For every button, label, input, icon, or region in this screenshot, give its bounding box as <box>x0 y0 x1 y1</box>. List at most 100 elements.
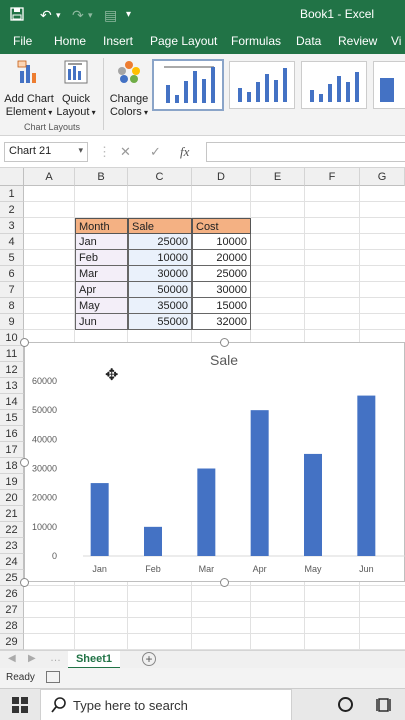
bar-jun[interactable] <box>357 395 376 556</box>
undo-icon[interactable]: ↶ <box>40 7 52 23</box>
bar-apr[interactable] <box>250 410 269 556</box>
row-header-27[interactable]: 27 <box>0 602 24 618</box>
bar-may[interactable] <box>304 453 322 556</box>
table-cell[interactable]: 20000 <box>192 250 251 266</box>
table-cell[interactable]: Apr <box>75 282 128 298</box>
table-cell[interactable]: 10000 <box>192 234 251 250</box>
table-cell[interactable]: May <box>75 298 128 314</box>
resize-handle-left[interactable] <box>20 458 29 467</box>
redo-icon[interactable]: ↷ <box>72 7 84 23</box>
row-header-21[interactable]: 21 <box>0 506 24 522</box>
sale-bar-chart[interactable]: Sale 0 10000 20000 30000 40000 50000 60000 Jan… <box>25 343 405 583</box>
column-header-a[interactable]: A <box>24 168 75 186</box>
row-header-29[interactable]: 29 <box>0 634 24 650</box>
cancel-icon[interactable]: ✕ <box>120 144 131 159</box>
bar-feb[interactable] <box>144 526 162 556</box>
row-header-25[interactable]: 25 <box>0 570 24 586</box>
row-header-4[interactable]: 4 <box>0 234 24 250</box>
tab-view[interactable]: Vi <box>391 34 402 48</box>
chart-title[interactable]: Sale <box>210 352 238 368</box>
formula-input[interactable] <box>206 142 405 162</box>
tab-data[interactable]: Data <box>296 34 322 48</box>
table-header-sale[interactable]: Sale <box>128 218 192 234</box>
tab-review[interactable]: Review <box>338 34 378 48</box>
customize-toolbar-icon[interactable]: ▾ <box>126 9 132 20</box>
undo-dropdown-icon[interactable]: ▾ <box>56 10 61 20</box>
column-header-e[interactable]: E <box>251 168 305 186</box>
row-header-1[interactable]: 1 <box>0 186 24 202</box>
change-colors-button[interactable]: Change Colors ▾ <box>108 59 150 119</box>
tab-home[interactable]: Home <box>54 34 87 48</box>
row-header-16[interactable]: 16 <box>0 426 24 442</box>
table-cell[interactable]: 25000 <box>192 266 251 282</box>
table-cell[interactable]: Feb <box>75 250 128 266</box>
column-header-g[interactable]: G <box>360 168 405 186</box>
row-header-3[interactable]: 3 <box>0 218 24 234</box>
next-sheet-icon[interactable]: ▶ <box>28 653 36 664</box>
table-cell[interactable]: 55000 <box>128 314 192 330</box>
row-header-11[interactable]: 11 <box>0 346 24 362</box>
row-header-7[interactable]: 7 <box>0 282 24 298</box>
chart-style-1[interactable] <box>152 59 224 111</box>
enter-icon[interactable]: ✓ <box>150 144 161 159</box>
table-cell[interactable]: 30000 <box>128 266 192 282</box>
chart-style-4[interactable] <box>373 61 405 109</box>
taskbar-search-box[interactable]: Type here to search <box>40 689 292 720</box>
name-box-dropdown-icon[interactable]: ▾ <box>78 145 83 155</box>
row-header-22[interactable]: 22 <box>0 522 24 538</box>
table-cell[interactable]: 50000 <box>128 282 192 298</box>
quick-layout-button[interactable]: Quick Layout ▾ <box>56 59 96 119</box>
bar-jan[interactable] <box>90 483 109 556</box>
resize-handle-bottom[interactable] <box>220 578 229 587</box>
row-header-26[interactable]: 26 <box>0 586 24 602</box>
table-cell[interactable]: Jan <box>75 234 128 250</box>
insert-function-icon[interactable]: fx <box>180 144 190 159</box>
table-cell[interactable]: Mar <box>75 266 128 282</box>
chart-style-2[interactable] <box>229 61 295 109</box>
resize-handle-bottom-left[interactable] <box>20 578 29 587</box>
windows-start-icon[interactable] <box>12 697 28 716</box>
tab-file[interactable]: File <box>13 34 33 48</box>
row-header-17[interactable]: 17 <box>0 442 24 458</box>
table-cell[interactable]: 10000 <box>128 250 192 266</box>
column-header-c[interactable]: C <box>128 168 192 186</box>
macro-record-icon[interactable] <box>46 671 60 683</box>
row-header-13[interactable]: 13 <box>0 378 24 394</box>
row-header-24[interactable]: 24 <box>0 554 24 570</box>
name-box[interactable]: Chart 21 ▾ <box>4 142 88 162</box>
resize-handle-top[interactable] <box>220 338 229 347</box>
table-cell[interactable]: 30000 <box>192 282 251 298</box>
add-chart-element-button[interactable]: Add Chart Element ▾ <box>4 59 54 119</box>
sheet-tab-sheet1[interactable]: Sheet1 <box>68 651 120 669</box>
column-header-b[interactable]: B <box>75 168 128 186</box>
row-header-9[interactable]: 9 <box>0 314 24 330</box>
table-header-cost[interactable]: Cost <box>192 218 251 234</box>
row-header-6[interactable]: 6 <box>0 266 24 282</box>
tab-formulas[interactable]: Formulas <box>231 34 282 48</box>
table-cell[interactable]: 15000 <box>192 298 251 314</box>
table-cell[interactable]: 32000 <box>192 314 251 330</box>
row-header-28[interactable]: 28 <box>0 618 24 634</box>
row-header-23[interactable]: 23 <box>0 538 24 554</box>
row-header-5[interactable]: 5 <box>0 250 24 266</box>
table-cell[interactable]: 25000 <box>128 234 192 250</box>
task-view-icon[interactable] <box>376 696 394 717</box>
row-header-20[interactable]: 20 <box>0 490 24 506</box>
tab-insert[interactable]: Insert <box>103 34 134 48</box>
row-header-15[interactable]: 15 <box>0 410 24 426</box>
table-header-month[interactable]: Month <box>75 218 128 234</box>
row-header-2[interactable]: 2 <box>0 202 24 218</box>
row-header-19[interactable]: 19 <box>0 474 24 490</box>
prev-sheet-icon[interactable]: ◀ <box>8 653 16 664</box>
chart-style-3[interactable] <box>301 61 367 109</box>
table-cell[interactable]: Jun <box>75 314 128 330</box>
column-header-f[interactable]: F <box>305 168 360 186</box>
resize-handle-top-left[interactable] <box>20 338 29 347</box>
table-cell[interactable]: 35000 <box>128 298 192 314</box>
select-all-corner[interactable] <box>0 168 24 186</box>
chart-object[interactable]: Sale 0 10000 20000 30000 40000 50000 60000 Jan… <box>20 338 405 587</box>
bar-mar[interactable] <box>197 468 216 557</box>
row-header-18[interactable]: 18 <box>0 458 24 474</box>
cortana-icon[interactable] <box>338 697 353 712</box>
